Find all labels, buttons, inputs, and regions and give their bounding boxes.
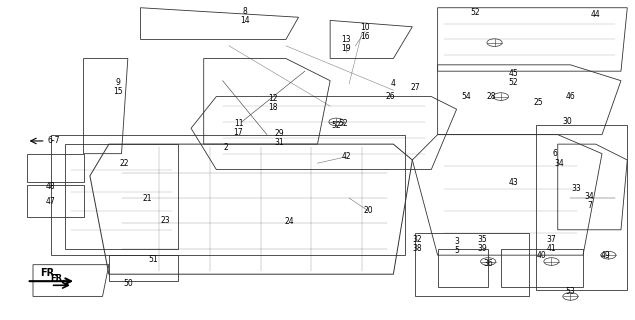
Text: 36: 36 — [483, 259, 493, 268]
Text: 52: 52 — [331, 121, 341, 130]
Text: 47: 47 — [46, 197, 56, 206]
Text: 26: 26 — [385, 92, 395, 101]
Text: 32
38: 32 38 — [413, 235, 422, 253]
Text: 12
18: 12 18 — [269, 94, 278, 112]
Text: 13
19: 13 19 — [341, 35, 351, 53]
Text: 25: 25 — [534, 99, 544, 108]
Text: 28: 28 — [486, 92, 496, 101]
Text: 45
52: 45 52 — [509, 68, 518, 86]
Text: 9
15: 9 15 — [114, 78, 123, 96]
Text: FR.: FR. — [41, 268, 58, 278]
Text: 20: 20 — [363, 206, 373, 215]
Text: 27: 27 — [411, 83, 420, 92]
Text: 22: 22 — [120, 159, 130, 168]
Text: 24: 24 — [284, 217, 294, 226]
Text: 35
39: 35 39 — [477, 235, 487, 253]
Text: FR.: FR. — [51, 275, 66, 284]
Text: 2: 2 — [224, 143, 228, 152]
Text: 8
14: 8 14 — [240, 7, 250, 25]
Text: 50: 50 — [123, 279, 133, 288]
Text: 42: 42 — [341, 152, 351, 161]
Text: 29
31: 29 31 — [275, 129, 284, 147]
Text: 44: 44 — [591, 10, 601, 19]
Text: 23: 23 — [161, 216, 171, 225]
Text: 46: 46 — [566, 92, 575, 101]
Text: 3
5: 3 5 — [454, 237, 459, 255]
Text: 6-7: 6-7 — [48, 136, 60, 146]
Text: 6: 6 — [552, 149, 557, 158]
Text: 52: 52 — [338, 119, 347, 128]
Text: 49: 49 — [600, 251, 610, 260]
Text: 53: 53 — [566, 287, 575, 296]
Text: 11
17: 11 17 — [234, 119, 243, 137]
Text: 40: 40 — [537, 251, 547, 260]
Text: 21: 21 — [142, 194, 152, 203]
Text: 30: 30 — [563, 117, 572, 126]
Text: 33: 33 — [572, 184, 582, 193]
Text: 34
7: 34 7 — [584, 192, 594, 210]
Text: 4: 4 — [391, 79, 396, 88]
Text: 43: 43 — [509, 178, 518, 187]
Text: 34: 34 — [554, 159, 564, 168]
Text: 51: 51 — [149, 255, 158, 264]
Text: 52: 52 — [471, 8, 480, 17]
Text: 10
16: 10 16 — [360, 22, 370, 41]
Text: 48: 48 — [46, 182, 55, 191]
Text: 54: 54 — [461, 92, 471, 101]
Text: 37
41: 37 41 — [547, 235, 556, 253]
